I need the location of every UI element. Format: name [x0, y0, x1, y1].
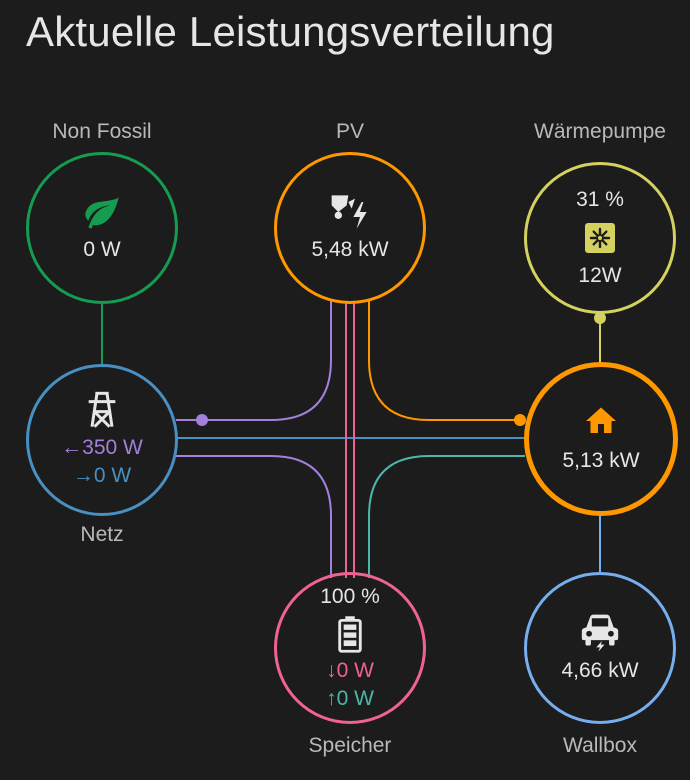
grid-label: Netz	[80, 523, 124, 546]
heatpump-label: Wärmepumpe	[534, 120, 666, 143]
heatpump-percent: 31 %	[576, 188, 624, 211]
battery-charge: ↓0 W	[326, 657, 374, 685]
flow-dot-solar-home	[514, 414, 526, 426]
heatpump-value: 12W	[578, 264, 622, 287]
non-fossil-value: 0 W	[83, 238, 121, 261]
grid-consumption-value: 350 W	[82, 436, 143, 459]
non-fossil-label: Non Fossil	[52, 120, 152, 143]
battery-discharge-value: 0 W	[336, 687, 374, 710]
flow-dot-heatpump	[594, 312, 606, 324]
heat-pump-icon	[585, 223, 615, 253]
grid-return-value: 0 W	[93, 464, 132, 487]
grid-return: →0 W	[73, 462, 131, 490]
home-icon	[586, 407, 616, 433]
arrow-up-icon: ↑	[326, 687, 337, 710]
arrow-down-icon: ↓	[326, 659, 337, 682]
home-node[interactable]: 5,13 kW	[524, 362, 678, 516]
flow-solar-home	[368, 300, 525, 421]
non-fossil-node[interactable]: 0 W	[26, 152, 178, 304]
battery-charge-value: 0 W	[336, 659, 374, 682]
leaf-icon	[85, 197, 119, 229]
car-charging-icon	[581, 614, 619, 651]
transmission-tower-icon	[88, 391, 116, 428]
wallbox-value: 4,66 kW	[561, 659, 639, 682]
solar-label: PV	[335, 120, 364, 143]
card-title: Aktuelle Leistungsverteilung	[26, 8, 555, 55]
battery-icon	[338, 616, 362, 653]
wallbox-node[interactable]: 4,66 kW	[524, 572, 676, 724]
flow-dot-solar-grid	[196, 414, 208, 426]
home-value: 5,13 kW	[562, 449, 640, 472]
flow-solar-grid	[176, 300, 332, 421]
grid-consumption: ←350 W	[61, 434, 143, 462]
solar-node[interactable]: 5,48 kW	[274, 152, 426, 304]
battery-node[interactable]: 100 % ↓0 W ↑0 W	[274, 572, 426, 724]
solar-value: 5,48 kW	[311, 238, 389, 261]
arrow-left-icon: ←	[61, 436, 83, 459]
flow-grid-battery	[176, 455, 332, 578]
arrow-right-icon: →	[72, 464, 94, 487]
heatpump-node[interactable]: 31 % 12W	[524, 162, 676, 314]
solar-power-icon	[331, 195, 367, 229]
wallbox-label: Wallbox	[563, 734, 637, 757]
flow-battery-home	[368, 455, 525, 578]
grid-node[interactable]: ←350 W →0 W	[26, 364, 178, 516]
battery-discharge: ↑0 W	[326, 685, 374, 713]
battery-soc: 100 %	[320, 585, 380, 608]
battery-label: Speicher	[308, 734, 392, 757]
